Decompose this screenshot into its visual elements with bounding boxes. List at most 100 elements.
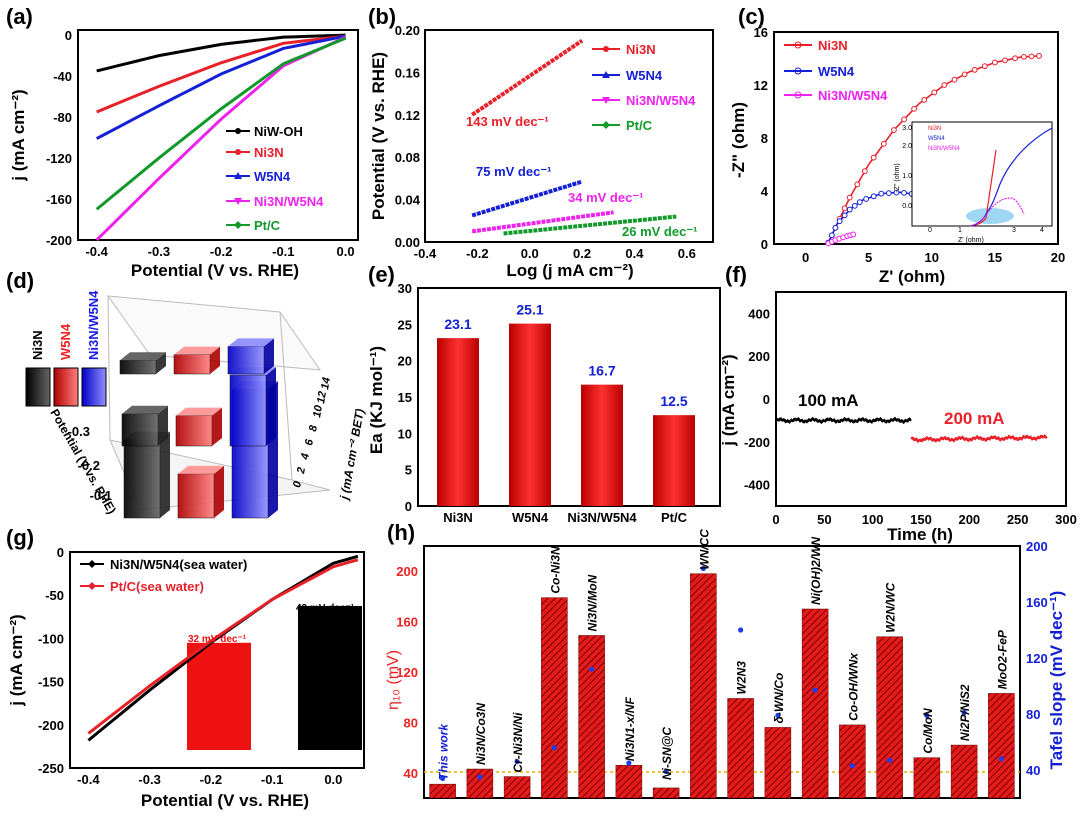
d-ztick-3: 6: [303, 438, 316, 447]
e-value-0: 23.1: [444, 316, 471, 332]
panel-g-inset-bars: [187, 605, 362, 750]
panel-d-right-edge: [279, 311, 293, 481]
h-ytick-3: 160: [396, 615, 418, 630]
c-point: [1036, 52, 1042, 59]
g-xtick-3: -0.1: [261, 772, 283, 787]
g-ytick-2: -100: [38, 631, 64, 646]
c-point: [856, 199, 863, 206]
panel-g-xlabel: Potential (V vs. RHE): [141, 791, 309, 810]
c-point: [880, 140, 887, 147]
legend-c-ni3n-w5n4: Ni3N/W5N4: [818, 88, 888, 103]
c-point: [878, 190, 885, 197]
panel-b: -0.4 -0.2 0.0 0.2 0.4 0.6 0.00 0.04 0.08 0.12 0.16…: [369, 23, 714, 280]
e-bar-3: [653, 415, 695, 506]
panel-g-ylabel: j (mA cm⁻²): [7, 614, 26, 706]
c-point: [921, 96, 928, 103]
f-ytick-4: -400: [744, 478, 770, 493]
g-curve-1: [87, 558, 359, 735]
h-tafel-point-2: [514, 759, 520, 765]
h-category-10: Ni(OH)2/WN: [809, 537, 823, 605]
h-tafel-point-14: [961, 710, 967, 716]
b-ytick-5: 0.20: [395, 23, 420, 38]
f-ytick-1: 200: [748, 349, 770, 364]
inset-bar-label-ptc: 32 mV dec⁻¹: [188, 634, 247, 645]
h-bar-11: [839, 724, 866, 799]
a-ytick-3: -120: [46, 151, 72, 166]
slope-label-ni3n-w5n4: 34 mV dec⁻¹: [568, 190, 644, 205]
d-bar-top: [228, 338, 274, 347]
c-point: [911, 105, 918, 112]
h-tafel-point-10: [812, 687, 818, 693]
f-xtick-6: 300: [1055, 512, 1077, 527]
panel-b-frame: [424, 29, 714, 243]
panel-h-ticks: 40 80 120 160 200 40 80 120 160 200: [396, 539, 1047, 781]
c-point: [836, 218, 843, 225]
h-category-15: MoO2-FeP: [995, 629, 1009, 689]
b-xtick-5: 0.6: [678, 246, 696, 261]
g-inset-bar-1: [298, 605, 362, 750]
legend-g-ptc: Pt/C(sea water): [110, 579, 204, 594]
panel-g-legend: Ni3N/W5N4(sea water) Pt/C(sea water): [80, 557, 247, 594]
d-bar-side: [160, 431, 170, 518]
c-point: [901, 189, 907, 196]
h-bar-6: [652, 787, 680, 799]
d-bar-W5N4-1: [175, 415, 213, 447]
g-ytick-5: -250: [38, 761, 64, 776]
panel-e: 23.1 25.1 16.7 12.5 Ni3N W5N4 Ni3N/W5N4 Pt/C 0 5…: [367, 281, 721, 525]
h-bar-9: [764, 727, 792, 799]
e-ytick-6: 30: [398, 281, 412, 296]
c-point: [851, 202, 858, 209]
panel-f-ylabel: j (mA cm⁻²): [719, 354, 738, 446]
d-ztick-0: 0: [291, 480, 304, 489]
b-line-0: [471, 38, 584, 117]
a-xtick-0: -0.4: [85, 244, 108, 259]
e-ytick-2: 10: [398, 426, 412, 441]
panel-f-lines: [775, 416, 1048, 444]
c-point: [885, 190, 892, 197]
c-point: [841, 205, 848, 212]
a-ytick-5: -200: [46, 233, 72, 248]
e-xtick-3: Pt/C: [661, 510, 688, 525]
panel-h-label: (h): [387, 520, 415, 545]
panel-e-bars: 23.1 25.1 16.7 12.5: [437, 302, 695, 506]
legend-a-ni3n-w5n4: Ni3N/W5N4: [254, 194, 324, 209]
c-point: [891, 127, 897, 133]
a-curve-1: [96, 34, 346, 114]
c-point: [832, 224, 839, 231]
c-xtick-1: 5: [865, 250, 872, 265]
d-ztick-1: 2: [295, 466, 308, 475]
g-xtick-4: 0.0: [324, 772, 342, 787]
h-bar-13: [913, 757, 941, 799]
legend-b-ni3n-w5n4: Ni3N/W5N4: [626, 93, 696, 108]
slope-label-w5n4: 75 mV dec⁻¹: [476, 164, 552, 179]
d-bar-W5N4-2: [177, 473, 215, 519]
c-point: [861, 168, 868, 175]
panel-g-label: (g): [6, 525, 34, 550]
panel-c-label: (c): [738, 4, 765, 29]
c-point: [893, 189, 900, 196]
panel-g-ticks: -0.4 -0.3 -0.2 -0.1 0.0 0 -50 -100 -150 -200 -250: [38, 545, 342, 787]
h-category-13: Co/MoN: [921, 708, 935, 754]
b-ytick-4: 0.16: [395, 65, 420, 80]
legend-c-ni3n: Ni3N: [818, 38, 848, 53]
h-ytick-2: 120: [396, 665, 418, 680]
c-point: [863, 196, 870, 202]
panel-e-label: (e): [368, 262, 395, 287]
panel-c-legend: Ni3N W5N4 Ni3N/W5N4: [784, 38, 888, 103]
inset-ytick-0: 0.0: [902, 203, 912, 210]
g-ytick-4: -200: [38, 718, 64, 733]
h-y2tick-0: 40: [1026, 763, 1040, 778]
inset-xtick-3: 3: [1012, 227, 1016, 234]
g-xtick-0: -0.4: [77, 772, 100, 787]
c-point: [846, 194, 853, 201]
c-point: [1028, 53, 1035, 60]
panel-c-ylabel: -Z" (ohm): [729, 102, 748, 178]
b-ytick-1: 0.04: [395, 193, 421, 208]
c-ytick-4: 16: [754, 25, 768, 40]
f-xtick-1: 50: [817, 512, 831, 527]
e-bar-1: [509, 323, 551, 506]
panel-g-curves: [87, 554, 359, 742]
h-bar-0: [429, 783, 456, 799]
panel-h-frame: [423, 545, 1021, 799]
